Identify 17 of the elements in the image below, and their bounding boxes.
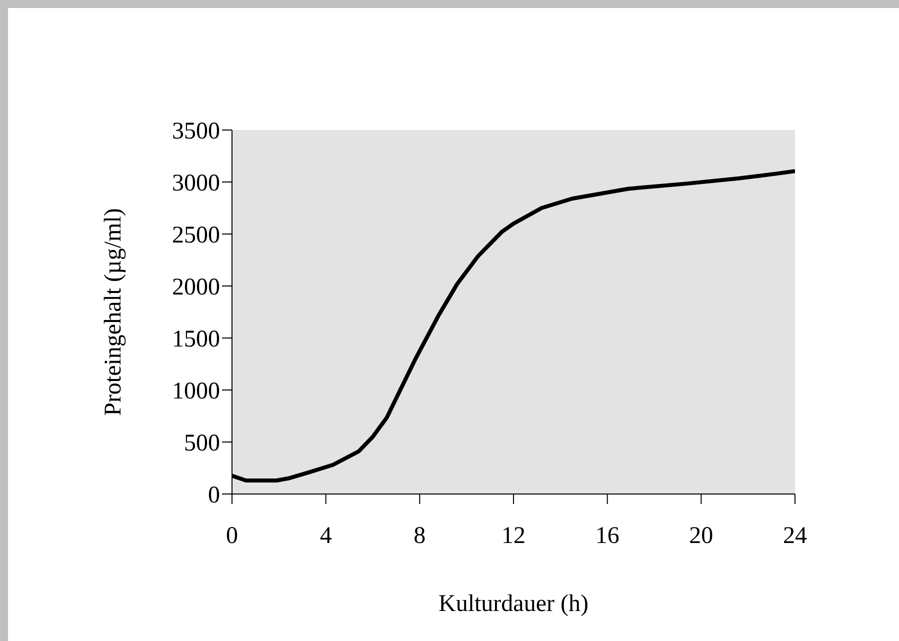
y-tick-label: 1000	[172, 378, 220, 405]
y-tick-label: 500	[184, 430, 220, 457]
x-tick-label: 8	[414, 523, 426, 550]
y-tick-label: 2000	[172, 274, 220, 301]
x-tick-label: 24	[783, 523, 807, 550]
y-tick-label: 1500	[172, 326, 220, 353]
x-tick-label: 20	[689, 523, 714, 550]
y-tick-label: 3000	[172, 170, 220, 197]
x-axis-title: Kulturdauer (h)	[438, 591, 588, 617]
x-tick-label: 16	[595, 523, 620, 550]
y-tick-label: 2500	[172, 222, 220, 249]
x-tick-label: 4	[320, 523, 332, 550]
x-tick-label: 12	[502, 523, 526, 550]
y-axis-title: Proteingehalt (µg/ml)	[100, 208, 127, 416]
y-tick-label: 0	[208, 482, 220, 509]
y-tick-label: 3500	[172, 118, 220, 145]
x-tick-label: 0	[226, 523, 238, 550]
